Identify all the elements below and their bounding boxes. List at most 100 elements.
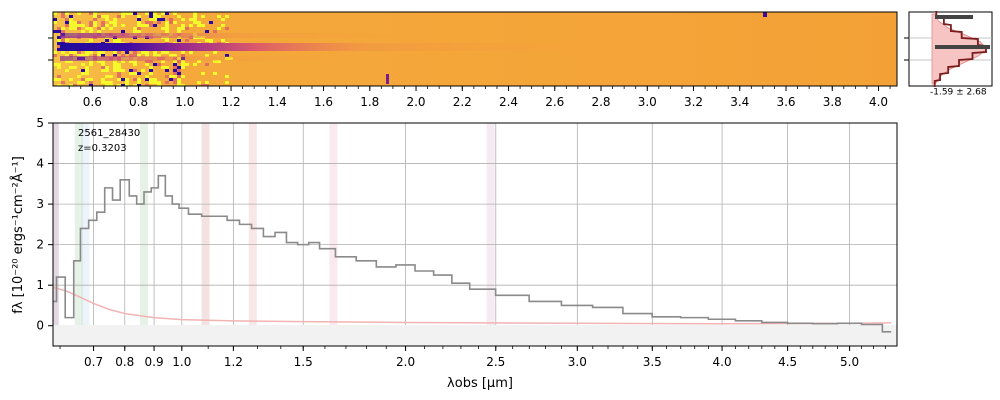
heatmap-cell [221, 24, 225, 27]
heatmap-cell [153, 12, 157, 15]
heatmap-cell [181, 75, 185, 78]
heatmap-cell [133, 72, 137, 75]
heatmap-cell [81, 24, 85, 27]
heatmap-cell [153, 54, 157, 57]
x-tick-label: 1.5 [294, 355, 313, 369]
heatmap-cell [213, 60, 217, 63]
heatmap-cell [149, 81, 153, 84]
heatmap-cell [197, 60, 201, 63]
heatmap-cell [157, 81, 161, 84]
heatmap-trace-lower [60, 56, 360, 61]
heatmap-cell [105, 84, 109, 86]
heatmap-tick-label: 3.4 [730, 95, 749, 109]
heatmap-cell [53, 54, 57, 57]
heatmap-cell [73, 24, 77, 27]
heatmap-cell [121, 54, 125, 57]
heatmap-cell [125, 51, 129, 54]
heatmap-cell [61, 51, 65, 54]
heatmap-cell [101, 27, 105, 30]
redshift-label: z=0.3203 [78, 143, 127, 154]
heatmap-cell [137, 78, 141, 81]
heatmap-cell [197, 81, 201, 84]
heatmap-cell [173, 54, 177, 57]
heatmap-cell [169, 75, 173, 78]
heatmap-cell [117, 15, 121, 18]
heatmap-cell [81, 69, 85, 72]
heatmap-cell [53, 18, 57, 21]
heatmap-cell [69, 84, 73, 86]
heatmap-cell [149, 12, 153, 15]
heatmap-cell [121, 78, 125, 81]
heatmap-cell [153, 78, 157, 81]
heatmap-cell [165, 75, 169, 78]
heatmap-cell [57, 39, 61, 42]
heatmap-cell [137, 24, 141, 27]
error-spectrum-line [53, 286, 892, 325]
histogram-outlier-bars [935, 15, 990, 49]
heatmap-cell [157, 63, 161, 66]
heatmap-cell [61, 15, 65, 18]
heatmap-cell [53, 30, 57, 33]
heatmap-y-ticks [48, 37, 53, 61]
heatmap-tick-label: 0.8 [129, 95, 148, 109]
heatmap-cell [149, 15, 153, 18]
heatmap-cell [117, 69, 121, 72]
heatmap-cell [69, 66, 73, 69]
emission-line-band [81, 123, 90, 346]
heatmap-cell [193, 21, 197, 24]
heatmap-cell [125, 78, 129, 81]
heatmap-cell [137, 81, 141, 84]
heatmap-cell [149, 18, 153, 21]
heatmap-cell [105, 69, 109, 72]
emission-line-band [53, 123, 59, 346]
heatmap-cell [161, 27, 165, 30]
heatmap-cell [217, 60, 221, 63]
heatmap-cell [201, 24, 205, 27]
heatmap-cell [73, 84, 77, 86]
heatmap-cell [193, 63, 197, 66]
heatmap-cell [157, 84, 161, 86]
heatmap-cell [97, 30, 101, 33]
y-tick-label: 2 [36, 238, 44, 252]
heatmap-cell [225, 27, 229, 30]
heatmap-tick-label: 1.8 [360, 95, 379, 109]
heatmap-cell [133, 27, 137, 30]
heatmap-cell [77, 54, 81, 57]
heatmap-cell [177, 84, 181, 86]
y-tick-label: 5 [36, 116, 44, 130]
emission-line-band [74, 123, 83, 346]
heatmap-cell [77, 12, 81, 15]
heatmap-cell [205, 84, 209, 86]
heatmap-cell [125, 81, 129, 84]
heatmap-cell [217, 27, 221, 30]
heatmap-cell [101, 15, 105, 18]
heatmap-cell [165, 30, 169, 33]
heatmap-cell [53, 12, 57, 15]
heatmap-cell [57, 75, 61, 78]
heatmap-tick-label: 1.2 [222, 95, 241, 109]
heatmap-cell [101, 51, 105, 54]
heatmap-cell [101, 63, 105, 66]
heatmap-cell [121, 24, 125, 27]
heatmap-cell [85, 78, 89, 81]
heatmap-cell [165, 69, 169, 72]
heatmap-cell [101, 81, 105, 84]
heatmap-cell [65, 12, 69, 15]
heatmap-cell [133, 78, 137, 81]
heatmap-cell [89, 21, 93, 24]
heatmap-tick-label: 0.6 [83, 95, 102, 109]
heatmap-cell [209, 21, 213, 24]
heatmap-cell [89, 39, 93, 42]
heatmap-cell [177, 27, 181, 30]
heatmap-cell [137, 18, 141, 21]
heatmap-cell [113, 60, 117, 63]
heatmap-cell [133, 12, 137, 15]
heatmap-cell [193, 15, 197, 18]
heatmap-cell [181, 51, 185, 54]
heatmap-cell [89, 81, 93, 84]
heatmap-cell [161, 51, 165, 54]
x-tick-label: 1.2 [224, 355, 243, 369]
heatmap-cell [77, 51, 81, 54]
heatmap-cell [105, 15, 109, 18]
heatmap-cell [189, 18, 193, 21]
